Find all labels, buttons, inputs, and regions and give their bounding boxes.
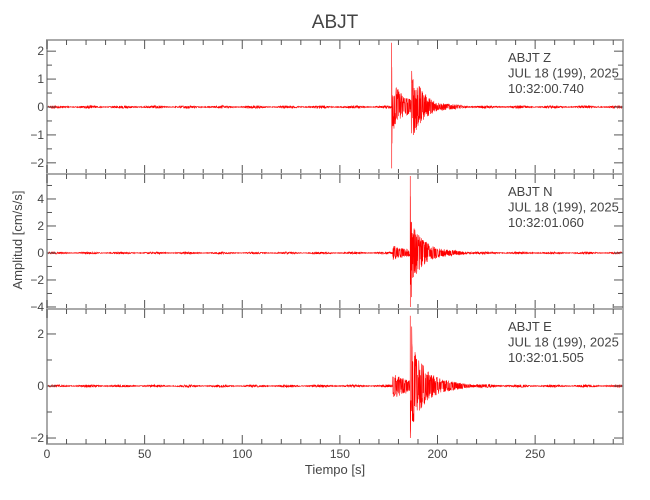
y-tick-label: 0 xyxy=(37,246,44,260)
panel-frame xyxy=(46,308,624,445)
y-tick-label: −4 xyxy=(30,300,44,314)
x-tick-label: 150 xyxy=(330,447,350,461)
waveform-z xyxy=(46,42,624,169)
x-tick-label: 0 xyxy=(44,447,51,461)
y-tick-label: −2 xyxy=(30,156,44,170)
station-component-label: ABJT E xyxy=(508,319,552,334)
date-label: JUL 18 (199), 2025 xyxy=(508,66,619,81)
waveform-e xyxy=(46,315,624,439)
waveform-n xyxy=(46,176,624,307)
x-tick-label: 100 xyxy=(232,447,252,461)
x-axis-label: Tiempo [s] xyxy=(305,462,365,477)
x-tick-label: 50 xyxy=(138,447,152,461)
start-time-label: 10:32:00.740 xyxy=(508,81,584,96)
date-label: JUL 18 (199), 2025 xyxy=(508,335,619,350)
station-component-label: ABJT N xyxy=(508,184,553,199)
chart-title: ABJT xyxy=(312,12,359,33)
x-tick-label: 250 xyxy=(525,447,545,461)
date-label: JUL 18 (199), 2025 xyxy=(508,200,619,215)
y-tick-label: 2 xyxy=(37,219,44,233)
y-tick-label: −1 xyxy=(30,128,44,142)
y-tick-label: 2 xyxy=(37,44,44,58)
y-tick-label: 0 xyxy=(37,100,44,114)
station-component-label: ABJT Z xyxy=(508,50,551,65)
x-tick-label: 200 xyxy=(427,447,447,461)
start-time-label: 10:32:01.505 xyxy=(508,350,584,365)
y-tick-label: 0 xyxy=(37,379,44,393)
start-time-label: 10:32:01.060 xyxy=(508,215,584,230)
y-tick-label: −2 xyxy=(30,431,44,445)
y-axis-label: Amplitud [cm/s/s] xyxy=(10,191,25,290)
y-tick-label: 4 xyxy=(37,192,44,206)
y-tick-label: 2 xyxy=(37,327,44,341)
y-tick-label: 1 xyxy=(37,72,44,86)
y-tick-label: −2 xyxy=(30,273,44,287)
